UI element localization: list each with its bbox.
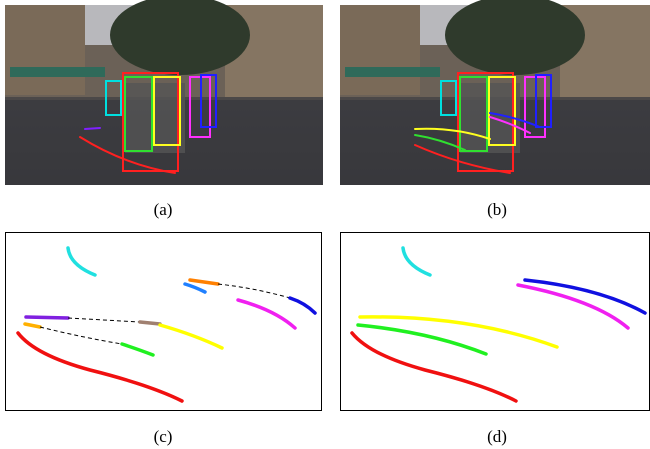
trajectory-plot-d (341, 233, 650, 411)
photo-a (5, 0, 323, 185)
label-c: (c) (154, 427, 173, 446)
photo-b (340, 0, 650, 185)
trajectory-plot-c (6, 233, 322, 411)
label-a: (a) (154, 200, 173, 219)
figure: (a) (b) (c) (0, 0, 650, 449)
label-b: (b) (487, 200, 507, 219)
label-d: (d) (487, 427, 507, 446)
